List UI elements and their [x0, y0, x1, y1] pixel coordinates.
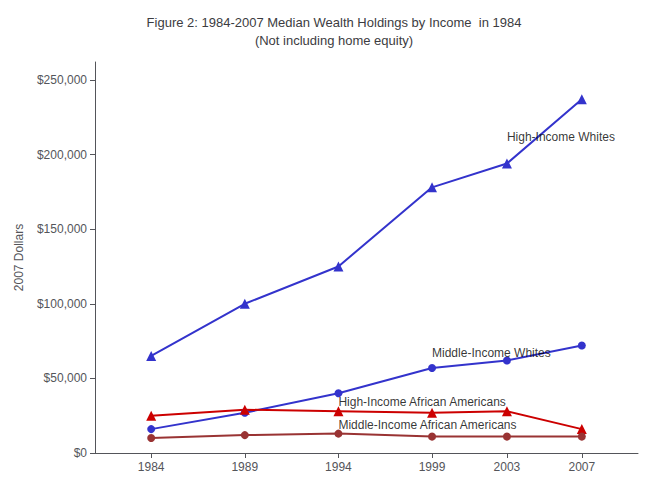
svg-text:$50,000: $50,000	[44, 371, 88, 385]
svg-text:$200,000: $200,000	[37, 148, 87, 162]
svg-text:$150,000: $150,000	[37, 222, 87, 236]
svg-text:High-Income African Americans: High-Income African Americans	[338, 395, 505, 409]
svg-text:$250,000: $250,000	[37, 73, 87, 87]
svg-text:1989: 1989	[231, 460, 258, 474]
svg-text:1984: 1984	[138, 460, 165, 474]
svg-text:Middle-Income African American: Middle-Income African Americans	[338, 418, 516, 432]
svg-text:Figure 2: 1984-2007 Median Wea: Figure 2: 1984-2007 Median Wealth Holdin…	[147, 15, 522, 30]
svg-text:1999: 1999	[419, 460, 446, 474]
svg-text:$100,000: $100,000	[37, 297, 87, 311]
svg-text:2007 Dollars: 2007 Dollars	[12, 224, 26, 291]
svg-text:(Not including home equity): (Not including home equity)	[255, 33, 413, 48]
svg-text:High-Income Whites: High-Income Whites	[507, 130, 615, 144]
svg-text:2007: 2007	[568, 460, 595, 474]
svg-text:2003: 2003	[494, 460, 521, 474]
svg-text:Middle-Income Whites: Middle-Income Whites	[432, 346, 551, 360]
svg-text:$0: $0	[74, 446, 88, 460]
svg-text:1994: 1994	[325, 460, 352, 474]
